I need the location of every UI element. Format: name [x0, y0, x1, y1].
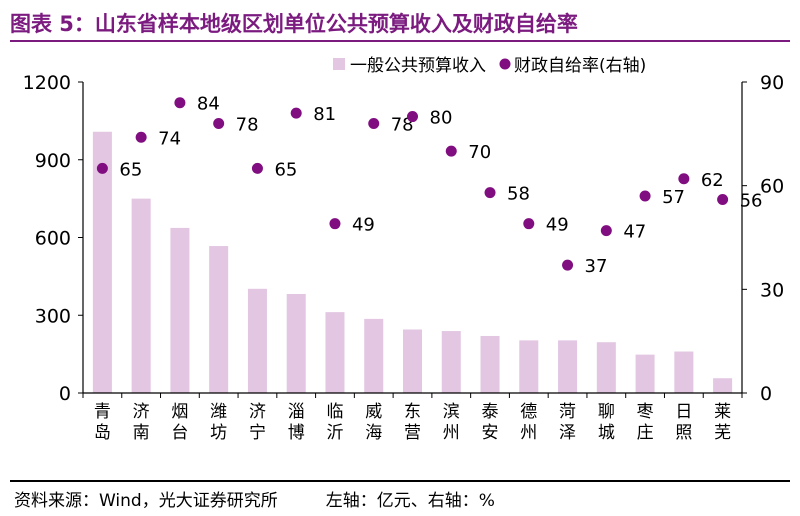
- dot: [174, 97, 186, 109]
- source-units: 左轴：亿元、右轴：%: [325, 491, 495, 511]
- x-tick-label: 威海: [365, 402, 382, 443]
- dot: [329, 218, 341, 230]
- dot: [523, 218, 535, 230]
- bar: [286, 293, 306, 393]
- right-tick-label: 60: [760, 176, 784, 198]
- dot: [678, 173, 690, 185]
- dots-layer: 65 74 84 78 65 81 49 78 80 70 58 49 37 47 57 62 56: [96, 94, 763, 277]
- dot: [445, 145, 457, 157]
- dot: [290, 107, 302, 119]
- dot: [639, 190, 651, 202]
- dot-label: 65: [119, 159, 142, 180]
- dot-label: 74: [158, 128, 181, 149]
- dot-label: 78: [236, 114, 259, 135]
- bar: [558, 340, 578, 393]
- dot: [717, 193, 729, 205]
- x-tick-label: 泰安: [482, 402, 499, 443]
- dot: [484, 187, 496, 199]
- bar: [92, 131, 112, 393]
- dot-label: 56: [740, 190, 763, 211]
- x-tick-label: 济宁: [249, 402, 266, 443]
- bar: [209, 246, 229, 393]
- left-tick-label: 300: [35, 305, 71, 327]
- dot-label: 65: [274, 159, 297, 180]
- x-tick-label: 滨州: [443, 402, 460, 443]
- left-tick-label: 900: [35, 150, 71, 172]
- bar: [247, 288, 267, 393]
- left-tick-label: 600: [35, 228, 71, 250]
- dot-label: 37: [585, 256, 608, 277]
- dot: [213, 117, 225, 129]
- dot: [600, 225, 612, 237]
- right-tick-label: 0: [760, 383, 772, 405]
- x-tick-label: 聊城: [598, 402, 615, 443]
- source-note: 资料来源：Wind，光大证券研究所 左轴：亿元、右轴：%: [14, 486, 495, 511]
- x-tick-label: 菏泽: [559, 402, 576, 443]
- legend-bar-label: 一般公共预算收入: [350, 56, 486, 76]
- right-tick-label: 90: [760, 72, 784, 94]
- bar: [170, 227, 190, 393]
- dot-label: 58: [507, 184, 530, 205]
- bar: [674, 351, 694, 393]
- dot-label: 70: [468, 142, 491, 163]
- page-title: 图表 5：山东省样本地级区划单位公共预算收入及财政自给率: [10, 12, 578, 36]
- x-tick-label: 济南: [133, 402, 150, 443]
- dot-label: 49: [546, 215, 569, 236]
- x-tick-label: 临沂: [326, 402, 343, 443]
- dot: [368, 117, 380, 129]
- x-tick-label: 枣庄: [637, 402, 654, 443]
- x-tick-label: 莱芜: [714, 402, 731, 443]
- legend-dot-label: 财政自给率(右轴): [514, 56, 646, 76]
- dot-label: 49: [352, 215, 375, 236]
- footer-divider: [10, 480, 790, 482]
- dot-label: 62: [701, 170, 724, 191]
- x-tick-label: 东营: [404, 402, 421, 443]
- dot-label: 57: [662, 187, 685, 208]
- legend: 一般公共预算收入 财政自给率(右轴): [333, 56, 646, 76]
- bar: [713, 378, 733, 393]
- dot-label: 81: [313, 104, 336, 125]
- dot: [407, 111, 418, 123]
- axes-layer: 0 300 600 900 1200 0 30 60 90 青岛济南烟台潍坊济宁淄博临沂威海东营滨…: [23, 72, 785, 443]
- chart: 0 300 600 900 1200 0 30 60 90 青岛济南烟台潍坊济宁淄博临沂威海东营滨…: [23, 56, 785, 443]
- dot-label: 78: [391, 114, 414, 135]
- bar: [635, 354, 655, 393]
- dot: [562, 259, 574, 271]
- dot-label: 84: [197, 94, 220, 115]
- x-tick-label: 青岛: [94, 402, 111, 443]
- dot: [96, 162, 108, 174]
- bar: [364, 318, 384, 393]
- title-divider: [10, 40, 790, 42]
- legend-dot-swatch: [499, 58, 511, 70]
- bar: [441, 331, 461, 393]
- left-tick-label: 0: [59, 383, 71, 405]
- dot: [135, 131, 147, 143]
- bar: [519, 340, 539, 393]
- bar: [131, 198, 151, 393]
- bar: [403, 329, 422, 393]
- x-tick-label: 淄博: [288, 402, 305, 443]
- x-tick-label: 烟台: [171, 402, 188, 443]
- left-tick-label: 1200: [23, 72, 71, 94]
- x-tick-label: 德州: [520, 402, 537, 443]
- dot-label: 47: [623, 222, 646, 243]
- dot: [251, 162, 263, 174]
- x-tick-label: 潍坊: [210, 402, 227, 443]
- bar: [596, 342, 616, 393]
- legend-bar-swatch: [333, 58, 345, 70]
- dot-label: 80: [430, 108, 453, 129]
- x-tick-label: 日照: [675, 402, 692, 443]
- right-tick-label: 30: [760, 279, 784, 301]
- bar: [480, 335, 500, 393]
- bars-layer: [92, 131, 733, 393]
- source-origin: 资料来源：Wind，光大证券研究所: [14, 491, 278, 511]
- bar: [325, 312, 345, 393]
